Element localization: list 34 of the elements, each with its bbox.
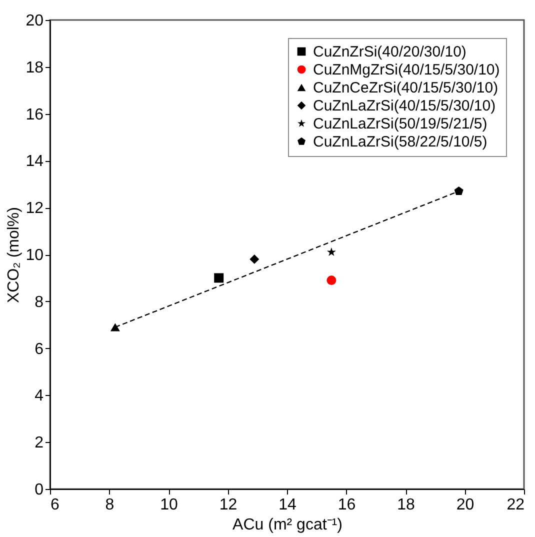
x-tick-label: 8	[105, 496, 114, 514]
y-tick-label: 4	[34, 388, 44, 405]
point	[454, 186, 464, 196]
legend-label: CuZnLaZrSi(50/19/5/21/5)	[313, 116, 488, 132]
point	[250, 254, 260, 264]
y-tick-label: 8	[34, 294, 44, 311]
y-tick-label: 0	[34, 482, 44, 498]
point	[214, 273, 224, 283]
x-tick-label: 16	[338, 496, 356, 514]
y-tick-label: 6	[34, 340, 44, 358]
x-tick-label: 12	[219, 496, 238, 514]
x-tick-label: 22	[506, 496, 525, 514]
point	[326, 276, 336, 286]
legend-label: CuZnLaZrSi(58/22/5/10/5)	[313, 134, 488, 150]
legend-label: CuZnZrSi(40/20/30/10)	[313, 44, 466, 60]
x-tick-label: 18	[397, 496, 415, 514]
point	[110, 323, 120, 332]
x-tick-label: 10	[160, 496, 178, 514]
y-tick-label: 2	[34, 434, 44, 452]
x-tick-label: 6	[50, 496, 60, 514]
y-axis-title: XCO₂ (mol%)	[6, 207, 23, 303]
y-tick-label: 16	[26, 106, 44, 124]
legend-label: CuZnLaZrSi(40/15/5/30/10)	[313, 98, 496, 114]
legend-label: CuZnCeZrSi(40/15/5/30/10)	[313, 80, 498, 96]
x-tick-label: 14	[278, 496, 296, 514]
y-tick-label: 10	[26, 247, 44, 264]
y-tick-label: 18	[26, 59, 44, 76]
x-axis-title: ACu (m² gcat⁻¹)	[232, 516, 342, 534]
y-tick-label: 12	[26, 200, 44, 218]
y-tick-label: 14	[26, 153, 44, 170]
y-tick-label: 20	[26, 12, 44, 30]
point	[326, 247, 336, 256]
legend-label: CuZnMgZrSi(40/15/5/30/10)	[313, 62, 500, 78]
x-tick-label: 20	[456, 496, 474, 514]
